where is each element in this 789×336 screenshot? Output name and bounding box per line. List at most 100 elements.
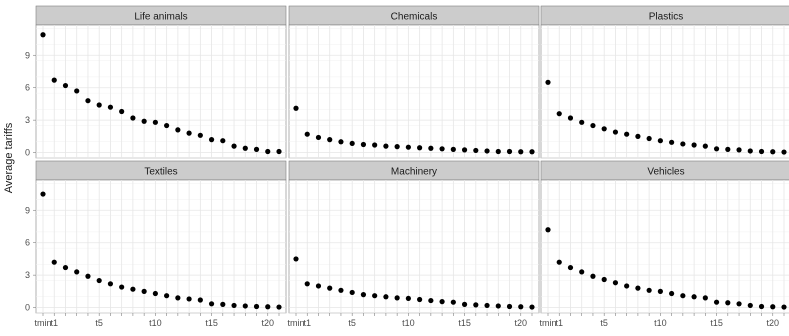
data-point [680, 293, 686, 299]
data-point [197, 132, 203, 138]
data-point [590, 273, 596, 279]
data-point [646, 287, 652, 293]
x-tick-label: t1 [555, 318, 563, 328]
data-point [372, 293, 378, 299]
data-point [747, 302, 753, 309]
data-point [417, 296, 423, 303]
data-point [545, 227, 551, 233]
x-tick-label: t15 [710, 318, 723, 328]
data-point [96, 277, 102, 284]
data-point [669, 139, 675, 145]
data-point [253, 146, 260, 152]
facet-title-plastics: Plastics [649, 12, 683, 23]
data-point [770, 149, 776, 155]
data-point [612, 129, 619, 135]
data-point [736, 301, 742, 307]
data-point [394, 295, 400, 301]
y-tick-label: 6 [25, 238, 30, 248]
y-tick-label: 0 [25, 303, 30, 313]
data-point [713, 299, 720, 305]
data-point [315, 134, 322, 141]
data-point [141, 118, 147, 124]
data-point [495, 148, 501, 155]
data-point [567, 115, 574, 121]
data-point [327, 137, 333, 143]
data-point [164, 122, 170, 129]
data-point [208, 137, 215, 143]
x-tick-label: t20 [515, 318, 528, 328]
data-point [439, 146, 445, 152]
data-point [506, 148, 513, 155]
data-point [770, 304, 776, 310]
y-tick-label: 9 [25, 205, 30, 215]
data-point [360, 292, 367, 298]
data-point [461, 301, 468, 307]
data-point [691, 142, 697, 148]
panel-background-life-animals [35, 24, 287, 159]
x-tick-label: tmin [34, 318, 51, 328]
data-point [242, 303, 248, 309]
data-point [253, 303, 260, 310]
panel-background-chemicals [288, 24, 540, 159]
data-point [702, 143, 708, 149]
data-point [417, 145, 423, 151]
data-point [428, 297, 434, 304]
data-point [175, 295, 181, 301]
panel-background-textiles [35, 179, 287, 314]
data-point [579, 269, 585, 275]
x-tick-label: t1 [303, 318, 311, 328]
facet-title-chemicals: Chemicals [391, 12, 438, 23]
data-point [484, 148, 490, 154]
data-point [276, 148, 282, 155]
data-point [220, 301, 226, 307]
data-point [579, 119, 585, 125]
data-point [624, 283, 630, 289]
data-point [383, 294, 389, 300]
y-tick-label: 3 [25, 115, 30, 125]
data-point [293, 105, 299, 111]
data-point [152, 119, 158, 125]
data-point [360, 141, 367, 148]
facet-title-vehicles: Vehicles [647, 167, 684, 178]
data-point [96, 102, 102, 108]
y-tick-label: 0 [25, 148, 30, 158]
y-tick-label: 3 [25, 270, 30, 280]
data-point [556, 259, 562, 265]
data-point [702, 295, 708, 301]
x-tick-label: t5 [348, 318, 356, 328]
data-point [119, 108, 125, 115]
data-point [74, 88, 80, 94]
data-point [62, 264, 69, 271]
data-point [383, 143, 389, 149]
x-tick-label: t1 [50, 318, 58, 328]
data-point [473, 302, 479, 308]
data-point [119, 284, 125, 290]
facet-title-life-animals: Life animals [134, 12, 187, 23]
data-point [781, 149, 787, 155]
data-point [197, 297, 203, 303]
x-tick-label: t15 [458, 318, 471, 328]
data-point [107, 104, 114, 110]
data-point [141, 288, 147, 294]
data-point [680, 141, 686, 147]
data-point [657, 138, 663, 144]
data-point [85, 98, 91, 104]
data-point [304, 131, 310, 137]
data-point [506, 303, 513, 310]
data-point [85, 273, 91, 279]
data-point [349, 140, 355, 147]
data-point [529, 149, 535, 155]
data-point [601, 276, 607, 283]
data-point [394, 144, 400, 150]
data-point [40, 191, 46, 197]
x-tick-label: t20 [262, 318, 275, 328]
data-point [747, 148, 753, 154]
data-point [315, 283, 322, 289]
data-point [635, 285, 641, 291]
data-point [590, 122, 596, 129]
data-point [220, 138, 226, 144]
data-point [51, 77, 57, 83]
data-point [40, 32, 46, 38]
data-point [556, 111, 562, 117]
